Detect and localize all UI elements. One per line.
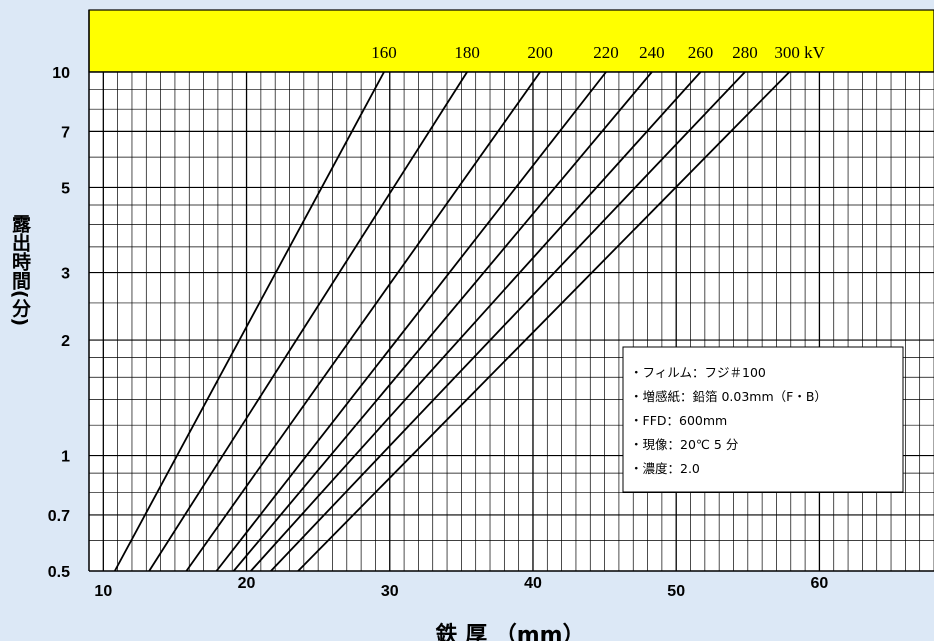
curve-260kv (250, 71, 702, 572)
kv-label-240: 240 (639, 43, 665, 62)
y-tick-label: 0.7 (48, 508, 70, 525)
legend-box: ・フィルム：フジ＃100 ・増感紙：鉛箔 0.03mm（F・B） ・FFD：600m… (622, 346, 904, 493)
legend-note: ・濃度：2.0 (630, 461, 700, 476)
y-tick-labels: 0.5 0.7 1 2 3 5 7 10 (48, 65, 70, 581)
kv-label-300: 300 kV (774, 43, 825, 62)
x-tick-label: 60 (811, 575, 829, 592)
legend-note: ・フィルム：フジ＃100 (630, 365, 766, 380)
curve-300kv (297, 71, 790, 572)
x-tick-label: 40 (524, 575, 542, 592)
kv-label-180: 180 (454, 43, 480, 62)
curve-160kv (113, 71, 385, 572)
kv-label-280: 280 (732, 43, 758, 62)
y-tick-label: 7 (61, 124, 70, 141)
legend-note: ・現像：20℃ 5 分 (630, 437, 738, 452)
x-tick-label: 20 (238, 575, 256, 592)
y-tick-label: 0.5 (48, 564, 70, 581)
kv-label-160: 160 (371, 43, 397, 62)
legend-note: ・増感紙：鉛箔 0.03mm（F・B） (630, 389, 827, 404)
x-axis-title: 鉄 厚 （mm） (435, 622, 584, 641)
x-tick-label: 30 (381, 583, 399, 600)
kv-label-200: 200 (527, 43, 553, 62)
kv-label-220: 220 (593, 43, 619, 62)
y-tick-label: 5 (61, 180, 70, 197)
exposure-curves (113, 71, 790, 572)
curve-180kv (148, 71, 468, 572)
y-axis-title: 露出時間(分) (9, 214, 31, 327)
x-tick-label: 10 (94, 583, 112, 600)
x-tick-label: 50 (667, 583, 685, 600)
kv-label-260: 260 (688, 43, 714, 62)
y-tick-label: 10 (52, 65, 70, 82)
curve-200kv (185, 71, 541, 572)
curve-280kv (270, 71, 746, 572)
y-tick-label: 2 (61, 333, 70, 350)
x-tick-labels: 10 20 30 40 50 60 (94, 575, 828, 600)
curve-240kv (232, 71, 653, 572)
legend-frame (622, 346, 904, 493)
kv-labels: 160 180 200 220 240 260 280 300 kV (371, 43, 825, 62)
legend-note: ・FFD：600mm (630, 413, 727, 428)
grid-major (89, 72, 934, 571)
curve-220kv (215, 71, 607, 572)
y-tick-label: 3 (61, 266, 70, 283)
header-band (88, 9, 934, 73)
plot-area (89, 72, 934, 571)
y-tick-label: 1 (61, 449, 70, 466)
